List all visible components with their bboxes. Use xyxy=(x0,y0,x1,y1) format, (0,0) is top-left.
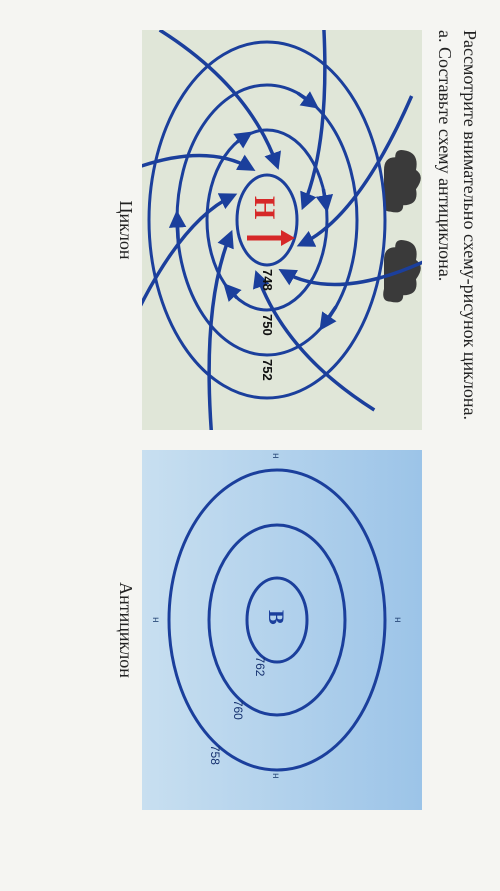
anticyclone-panel: 762 760 758 Вн н н н Антициклон xyxy=(115,450,422,810)
svg-text:758: 758 xyxy=(208,745,222,765)
instruction-line-2: а. Составьте схему антициклона. xyxy=(434,30,455,861)
svg-text:н: н xyxy=(392,617,403,623)
svg-text:750: 750 xyxy=(260,314,275,336)
anticyclone-caption: Антициклон xyxy=(115,582,136,678)
svg-text:н: н xyxy=(150,617,161,623)
svg-text:В: В xyxy=(264,610,289,625)
svg-text:н: н xyxy=(270,453,281,459)
cyclone-panel: 748 750 752 Н Циклон xyxy=(115,30,422,430)
cyclone-caption: Циклон xyxy=(115,201,136,260)
instruction-line-1: Рассмотрите внимательно схему-рисунок ци… xyxy=(459,30,480,861)
diagram-row: 748 750 752 Н Циклон 762 760 758 Вн н н н Антицик… xyxy=(115,30,422,861)
svg-text:н: н xyxy=(270,773,281,779)
svg-text:748: 748 xyxy=(260,269,275,291)
svg-text:762: 762 xyxy=(253,656,267,676)
svg-text:760: 760 xyxy=(231,700,245,720)
anticyclone-diagram: 762 760 758 Вн н н н xyxy=(142,450,422,810)
worksheet-page: Рассмотрите внимательно схему-рисунок ци… xyxy=(0,0,500,891)
svg-text:Н: Н xyxy=(248,196,281,219)
cyclone-diagram: 748 750 752 Н xyxy=(142,30,422,430)
svg-text:752: 752 xyxy=(260,359,275,381)
